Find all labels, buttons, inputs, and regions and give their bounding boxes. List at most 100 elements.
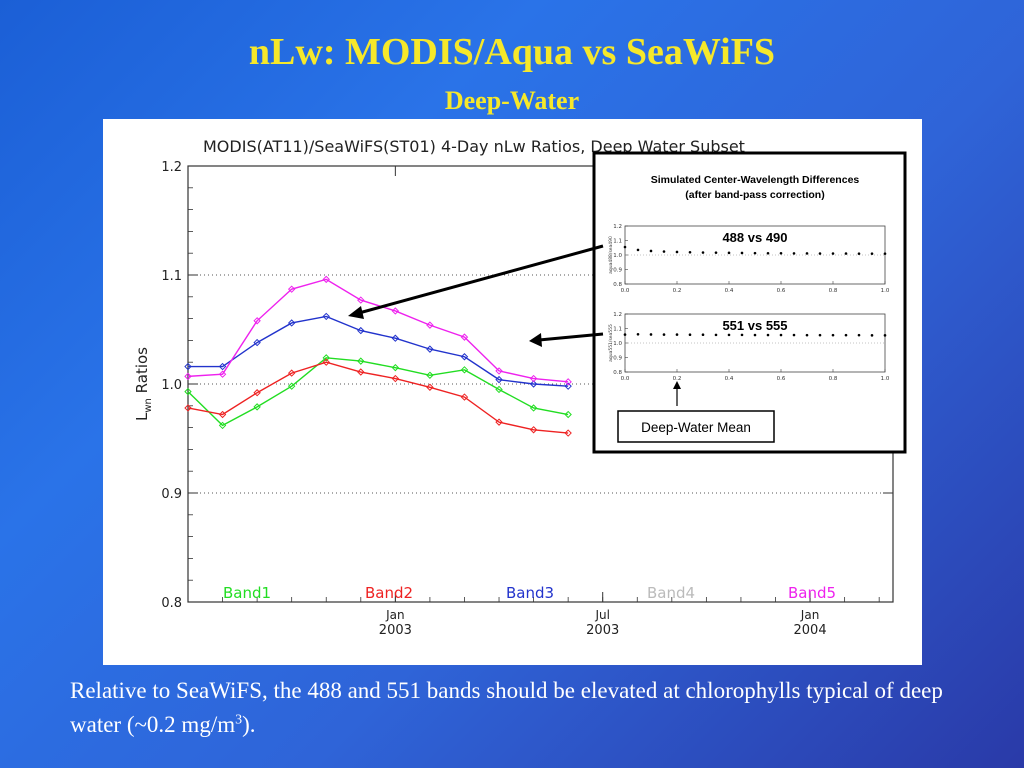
inset-x-tick-label: 0.8 [829,288,838,294]
inset-y-tick-label: 0.8 [613,370,622,376]
inset-point [623,333,627,336]
inset-point [623,245,627,249]
mean-marker-arrowhead [673,381,681,389]
data-point [322,312,330,321]
data-point [426,321,434,329]
inset-point [818,333,822,337]
inset-point [714,251,718,254]
inset-point [727,333,731,337]
arrow-551-line [538,332,604,342]
inset-point [857,333,861,337]
data-point [529,374,538,383]
data-point [495,418,503,426]
inset-point [766,251,770,255]
data-point [184,362,192,371]
inset-plot-1: 1.21.11.00.90.80.0 0.2 0.4 0.6 0.8 1.0aqua488… [608,224,890,294]
inset-point [831,333,835,337]
data-point [529,404,538,412]
chart-svg: MODIS(AT11)/SeaWiFS(ST01) 4-Day nLw Rati… [133,137,907,638]
inset-point [792,333,796,337]
data-point [357,326,365,335]
inset-point [701,333,705,337]
inset-point [688,333,692,337]
y-tick-label: 1.1 [161,269,182,284]
inset-point [883,252,887,255]
inset-point [844,333,848,337]
series-band5 [184,275,572,386]
data-point [529,426,538,434]
data-point [253,338,261,347]
y-tick-label: 1.2 [161,160,182,175]
data-point [391,307,400,315]
mean-label-box [617,410,775,443]
inset-x-tick-label: 0.6 [777,376,786,382]
data-point [253,317,261,325]
legend: Band1 Band2 Band3 Band4 Band5 [223,584,836,602]
legend-band1: Band1 [223,584,271,602]
inset-x-tick-label: 0.0 [621,376,630,382]
data-point [460,393,469,401]
inset-point [662,333,666,336]
inset-x-tick-label: 0.8 [829,376,838,382]
inset-point [766,333,770,337]
chart-panel: MODIS(AT11)/SeaWiFS(ST01) 4-Day nLw Rati… [103,119,922,665]
inset-y-tick-label: 0.9 [613,356,622,362]
data-point [564,410,572,419]
series-line [188,315,569,387]
inset-y-tick-label: 0.8 [613,282,622,288]
data-point [564,378,572,386]
inset-y-tick-label: 0.9 [613,268,622,274]
chart-title: MODIS(AT11)/SeaWiFS(ST01) 4-Day nLw Rati… [203,137,745,156]
data-point [322,354,330,362]
data-point [564,382,572,390]
inset-x-tick-label: 0.6 [777,288,786,294]
inset-x-tick-label: 0.4 [725,376,734,382]
inset-box: Simulated Center-Wavelength Differences … [592,151,907,454]
inset-title-line2: (after band-pass correction) [685,189,824,201]
data-point [357,296,365,304]
caption-text: Relative to SeaWiFS, the 488 and 551 ban… [70,678,943,737]
inset-point [857,252,861,255]
inset-frame [592,151,907,454]
inset-plot-label: 488 vs 490 [722,230,787,245]
x-tick-year: 2003 [379,623,412,638]
data-point [287,369,296,377]
inset-x-tick-label: 1.0 [881,376,890,382]
inset-point [818,252,822,255]
inset-y-tick-label: 1.0 [613,341,622,347]
inset-point [662,250,666,253]
series-line [187,361,569,434]
data-point [184,404,192,412]
arrow-551-head [529,333,542,347]
inset-point [883,334,887,337]
legend-band2: Band2 [365,584,413,602]
slide-title: nLw: MODIS/Aqua vs SeaWiFS [248,31,776,73]
data-point [426,383,434,391]
data-point [564,429,572,437]
inset-point [831,252,835,255]
data-point [426,345,434,353]
inset-point [844,252,848,255]
data-point [218,421,227,430]
inset-x-tick-label: 0.2 [673,376,682,382]
inset-title-line1: Simulated Center-Wavelength Differences [651,174,860,186]
inset-point [792,252,796,255]
data-point [357,357,365,365]
inset-point [753,251,757,255]
series-band1 [184,354,572,430]
series-line [187,278,569,383]
data-point [529,380,538,388]
x-tick-year: 2003 [586,623,619,638]
data-point [287,285,296,293]
data-series [184,275,572,437]
x-tick-month: Jul [594,608,609,622]
inset-y-tick-label: 1.0 [613,253,622,259]
data-point [495,367,503,375]
mean-label: Deep-Water Mean [641,420,751,435]
inset-point [870,252,874,255]
legend-band5: Band5 [788,584,836,602]
y-axis-label-rest: Ratios [133,347,151,398]
inset-plot-label: 551 vs 555 [722,318,787,333]
x-tick-month: Jan [385,608,405,622]
